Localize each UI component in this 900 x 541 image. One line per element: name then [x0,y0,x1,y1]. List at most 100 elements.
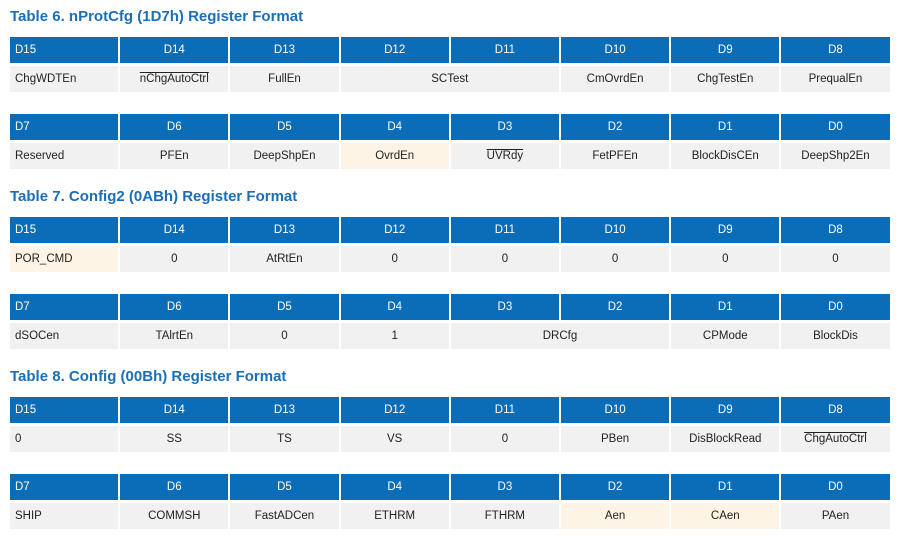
header-cell: D4 [340,294,449,320]
header-cell: D7 [10,294,119,320]
header-cell: D8 [781,397,890,423]
header-cell: D3 [450,114,559,140]
header-cell: D6 [120,474,229,500]
header-cell: D13 [230,397,339,423]
header-cell: D9 [671,217,780,243]
data-cell: DisBlockRead [671,426,780,452]
data-cell: PrequalEn [781,66,890,92]
header-cell: D11 [450,37,559,63]
header-cell: D2 [561,114,670,140]
data-cell: DeepShp2En [781,143,890,169]
header-cell: D2 [561,294,670,320]
header-cell: D11 [450,217,559,243]
header-cell: D8 [781,217,890,243]
table-title: Table 8. Config (00Bh) Register Format [10,368,287,385]
data-cell: Reserved [10,143,119,169]
data-cell: 0 [561,246,670,272]
data-cell: Aen [561,503,670,529]
data-cell: FTHRM [450,503,559,529]
header-cell: D1 [671,294,780,320]
header-cell: D15 [10,397,119,423]
data-cell: FullEn [230,66,339,92]
data-cell: 0 [781,246,890,272]
header-cell: D12 [340,397,449,423]
header-cell: D10 [561,397,670,423]
data-cell: 0 [230,323,339,349]
header-cell: D15 [10,37,119,63]
header-cell: D3 [450,474,559,500]
data-cell: TS [230,426,339,452]
data-cell: 0 [450,426,559,452]
data-cell: ETHRM [340,503,449,529]
overlined-text: UVRdy [486,150,524,162]
header-cell: D4 [340,474,449,500]
header-cell: D3 [450,294,559,320]
data-cell: BlockDisCEn [671,143,780,169]
data-cell: CAen [671,503,780,529]
header-cell: D6 [120,114,229,140]
header-cell: D11 [450,397,559,423]
data-cell: POR_CMD [10,246,119,272]
data-cell: OvrdEn [340,143,449,169]
data-cell: ChgTestEn [671,66,780,92]
data-cell: 0 [10,426,119,452]
header-cell: D9 [671,397,780,423]
header-cell: D13 [230,217,339,243]
data-cell: SS [120,426,229,452]
header-cell: D12 [340,37,449,63]
data-cell: DRCfg [450,323,670,349]
header-cell: D0 [781,294,890,320]
data-cell: CPMode [671,323,780,349]
data-cell: 1 [340,323,449,349]
overlined-text: ChgAutoCtrl [804,433,867,445]
table-title: Table 7. Config2 (0ABh) Register Format [10,188,298,205]
data-cell: 0 [340,246,449,272]
data-cell: PFEn [120,143,229,169]
header-cell: D2 [561,474,670,500]
data-cell: COMMSH [120,503,229,529]
header-cell: D12 [340,217,449,243]
data-cell: UVRdy [450,143,559,169]
header-cell: D5 [230,294,339,320]
header-cell: D5 [230,474,339,500]
data-cell: VS [340,426,449,452]
data-cell: FastADCen [230,503,339,529]
data-cell: AtRtEn [230,246,339,272]
data-cell: 0 [450,246,559,272]
data-cell: nChgAutoCtrl [120,66,229,92]
header-cell: D4 [340,114,449,140]
data-cell: ChgAutoCtrl [781,426,890,452]
overlined-text: nChgAutoCtrl [139,73,209,85]
header-cell: D6 [120,294,229,320]
data-cell: 0 [120,246,229,272]
header-cell: D0 [781,114,890,140]
header-cell: D13 [230,37,339,63]
data-cell: CmOvrdEn [561,66,670,92]
data-cell: BlockDis [781,323,890,349]
data-cell: FetPFEn [561,143,670,169]
data-cell: SCTest [340,66,559,92]
header-cell: D7 [10,474,119,500]
data-cell: 0 [671,246,780,272]
data-cell: TAlrtEn [120,323,229,349]
data-cell: ChgWDTEn [10,66,119,92]
header-cell: D9 [671,37,780,63]
data-cell: DeepShpEn [230,143,339,169]
header-cell: D1 [671,474,780,500]
header-cell: D10 [561,217,670,243]
table-title: Table 6. nProtCfg (1D7h) Register Format [10,8,304,25]
data-cell: PAen [781,503,890,529]
header-cell: D15 [10,217,119,243]
header-cell: D14 [120,217,229,243]
data-cell: dSOCen [10,323,119,349]
header-cell: D8 [781,37,890,63]
data-cell: PBen [561,426,670,452]
header-cell: D10 [561,37,670,63]
data-cell: SHIP [10,503,119,529]
header-cell: D5 [230,114,339,140]
header-cell: D14 [120,397,229,423]
header-cell: D1 [671,114,780,140]
header-cell: D14 [120,37,229,63]
header-cell: D0 [781,474,890,500]
